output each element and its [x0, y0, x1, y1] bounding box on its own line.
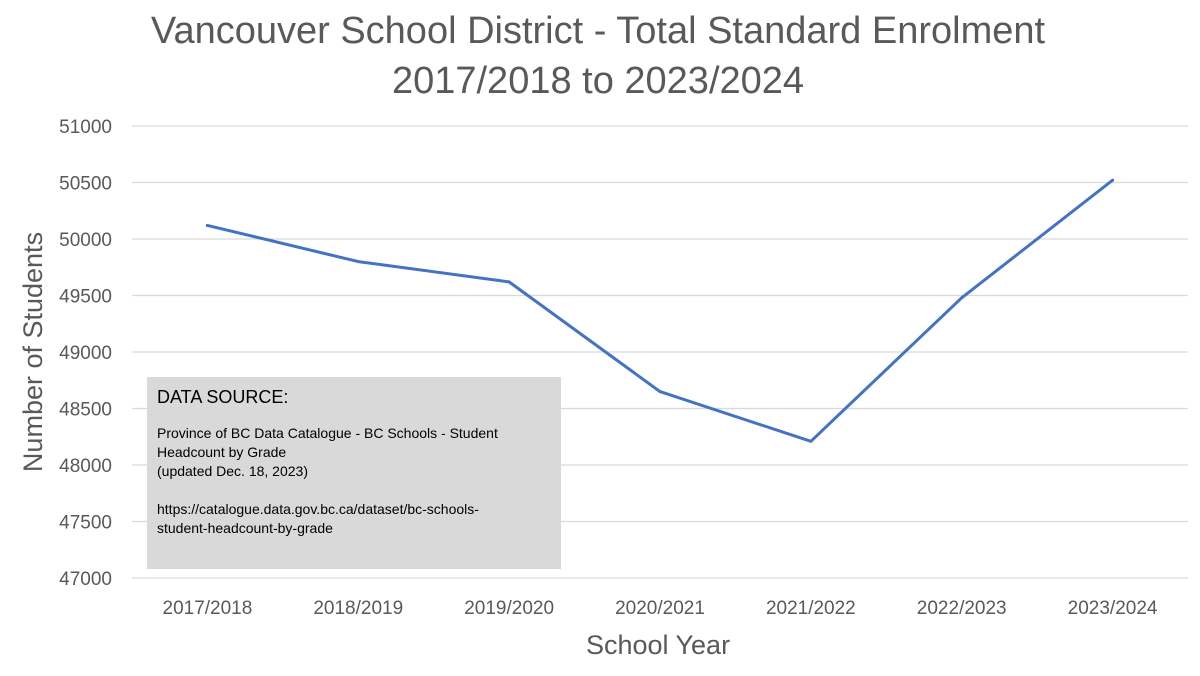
x-tick-label: 2019/2020 [464, 598, 554, 619]
x-tick-label: 2022/2023 [917, 598, 1007, 619]
source-url-line-1[interactable]: https://catalogue.data.gov.bc.ca/dataset… [157, 501, 479, 517]
source-heading: DATA SOURCE: [157, 387, 289, 407]
x-axis-title: School Year [586, 630, 730, 660]
x-tick-label: 2020/2021 [615, 598, 705, 619]
data-point [507, 280, 511, 284]
chart-title-line-1: Vancouver School District - Total Standa… [151, 10, 1046, 52]
x-tick-label: 2017/2018 [163, 598, 253, 619]
x-tick-label: 2021/2022 [766, 598, 856, 619]
y-tick-label: 49500 [59, 287, 112, 308]
y-tick-label: 47500 [59, 513, 112, 534]
y-tick-label: 50500 [59, 174, 112, 195]
source-url-line-2[interactable]: student-headcount-by-grade [157, 520, 333, 536]
y-tick-label: 48000 [59, 456, 112, 477]
y-tick-label: 50000 [59, 230, 112, 251]
source-line-2: Headcount by Grade [157, 444, 287, 460]
source-line-3: (updated Dec. 18, 2023) [157, 463, 308, 479]
data-point [356, 260, 360, 264]
x-axis-ticks: 2017/2018 2018/2019 2019/2020 2020/2021 2021… [163, 598, 1158, 619]
series-layer [205, 178, 1115, 443]
y-tick-label: 49000 [59, 343, 112, 364]
data-point [205, 223, 209, 227]
data-point [809, 439, 813, 443]
data-point [658, 390, 662, 394]
y-tick-label: 48500 [59, 400, 112, 421]
y-axis-ticks: 47000 47500 48000 48500 49000 49500 50000 50500… [59, 117, 112, 590]
data-point [960, 296, 964, 300]
y-axis-title: Number of Students [18, 232, 48, 472]
chart-title-line-2: 2017/2018 to 2023/2024 [392, 60, 804, 102]
source-line-1: Province of BC Data Catalogue - BC Schoo… [157, 425, 498, 441]
data-source-box: DATA SOURCE: Province of BC Data Catalog… [147, 377, 561, 569]
x-tick-label: 2018/2019 [313, 598, 403, 619]
y-tick-label: 47000 [59, 569, 112, 590]
y-tick-label: 51000 [59, 117, 112, 138]
x-tick-label: 2023/2024 [1068, 598, 1158, 619]
data-point [1111, 178, 1115, 182]
